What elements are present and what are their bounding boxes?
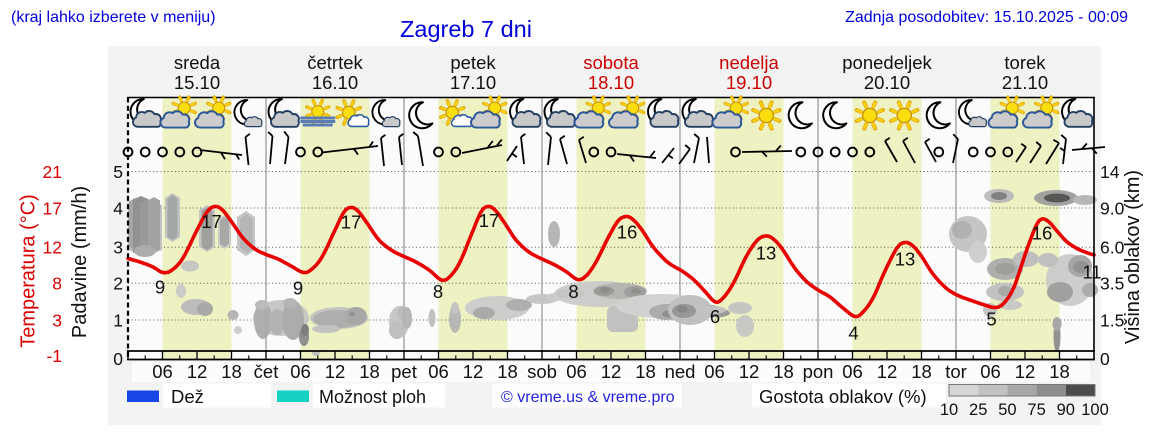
svg-text:21: 21 [43, 162, 62, 182]
svg-text:13: 13 [756, 243, 777, 264]
svg-text:06: 06 [566, 361, 587, 382]
svg-text:18: 18 [1049, 361, 1070, 382]
svg-text:75: 75 [1027, 401, 1045, 419]
svg-text:06: 06 [152, 361, 173, 382]
svg-text:8: 8 [52, 274, 62, 294]
svg-text:1: 1 [113, 310, 123, 330]
svg-text:17: 17 [43, 198, 62, 218]
svg-text:5: 5 [986, 309, 996, 330]
svg-text:Dež: Dež [171, 386, 204, 407]
svg-text:ponedeljek: ponedeljek [842, 52, 932, 73]
svg-text:1.5: 1.5 [1100, 310, 1124, 330]
svg-text:19.10: 19.10 [726, 72, 772, 93]
svg-text:20.10: 20.10 [864, 72, 910, 93]
svg-text:0: 0 [1100, 349, 1110, 369]
svg-text:17.10: 17.10 [450, 72, 496, 93]
svg-text:ned: ned [665, 361, 696, 382]
svg-text:10: 10 [940, 401, 958, 419]
svg-text:4: 4 [113, 198, 123, 218]
svg-text:pet: pet [391, 361, 417, 382]
svg-text:3: 3 [52, 310, 62, 330]
svg-text:četrtek: četrtek [307, 52, 363, 73]
svg-text:17: 17 [479, 210, 500, 231]
svg-text:(kraj lahko izberete v meniju): (kraj lahko izberete v meniju) [11, 9, 216, 26]
svg-text:25: 25 [969, 401, 987, 419]
svg-text:17: 17 [201, 211, 222, 232]
svg-text:3.5: 3.5 [1100, 274, 1124, 294]
svg-text:12: 12 [1015, 361, 1036, 382]
svg-text:06: 06 [842, 361, 863, 382]
svg-text:50: 50 [998, 401, 1016, 419]
svg-text:06: 06 [980, 361, 1001, 382]
svg-text:9: 9 [293, 278, 303, 299]
svg-text:12: 12 [601, 361, 622, 382]
svg-text:8: 8 [568, 281, 578, 302]
svg-text:18: 18 [773, 361, 794, 382]
svg-text:13: 13 [895, 249, 916, 270]
svg-text:18: 18 [359, 361, 380, 382]
svg-text:tor: tor [945, 361, 967, 382]
svg-text:18.10: 18.10 [588, 72, 634, 93]
svg-text:12: 12 [325, 361, 346, 382]
svg-text:06: 06 [704, 361, 725, 382]
svg-text:Možnost ploh: Možnost ploh [319, 387, 426, 407]
svg-text:4: 4 [848, 323, 858, 344]
svg-text:12: 12 [877, 361, 898, 382]
svg-text:12: 12 [739, 361, 760, 382]
svg-text:8: 8 [433, 281, 443, 302]
svg-text:pon: pon [803, 361, 834, 382]
svg-text:18: 18 [497, 361, 518, 382]
svg-text:3: 3 [113, 238, 123, 258]
svg-text:0: 0 [113, 349, 123, 369]
svg-text:18: 18 [221, 361, 242, 382]
svg-text:5: 5 [113, 162, 123, 182]
svg-text:Zadnja posodobitev: 15.10.2025: Zadnja posodobitev: 15.10.2025 - 00:09 [845, 9, 1128, 26]
svg-text:6: 6 [710, 306, 720, 327]
svg-text:12: 12 [463, 361, 484, 382]
svg-text:petek: petek [450, 52, 496, 73]
svg-text:sob: sob [527, 361, 557, 382]
svg-text:14: 14 [1100, 162, 1120, 182]
svg-text:11: 11 [1082, 262, 1101, 283]
svg-text:9.0: 9.0 [1100, 198, 1125, 218]
svg-text:12: 12 [187, 361, 208, 382]
svg-text:06: 06 [290, 361, 311, 382]
svg-text:Višina oblakov (km): Višina oblakov (km) [1122, 170, 1144, 344]
svg-text:18: 18 [635, 361, 656, 382]
svg-text:9: 9 [155, 277, 165, 298]
svg-text:18: 18 [911, 361, 932, 382]
svg-text:100: 100 [1081, 401, 1109, 419]
svg-text:12: 12 [43, 238, 62, 258]
svg-text:16.10: 16.10 [312, 72, 358, 93]
svg-text:6.0: 6.0 [1100, 238, 1125, 258]
svg-text:16: 16 [1032, 223, 1053, 244]
svg-text:2: 2 [113, 274, 123, 294]
svg-text:sobota: sobota [583, 52, 639, 73]
svg-text:torek: torek [1004, 52, 1046, 73]
svg-text:17: 17 [341, 212, 362, 233]
svg-text:© vreme.us & vreme.pro: © vreme.us & vreme.pro [501, 389, 675, 406]
svg-text:90: 90 [1057, 401, 1075, 419]
svg-text:nedelja: nedelja [719, 52, 779, 73]
svg-text:Gostota oblakov (%): Gostota oblakov (%) [759, 386, 927, 407]
svg-text:-1: -1 [46, 346, 62, 366]
svg-text:sreda: sreda [174, 52, 221, 73]
svg-text:06: 06 [428, 361, 449, 382]
svg-text:čet: čet [254, 361, 279, 382]
svg-text:Zagreb 7 dni: Zagreb 7 dni [400, 16, 532, 42]
svg-text:16: 16 [617, 222, 638, 243]
svg-text:15.10: 15.10 [174, 72, 220, 93]
svg-text:21.10: 21.10 [1002, 72, 1048, 93]
svg-text:Padavine (mm/h): Padavine (mm/h) [69, 186, 91, 338]
svg-text:Temperatura (°C): Temperatura (°C) [18, 194, 40, 348]
